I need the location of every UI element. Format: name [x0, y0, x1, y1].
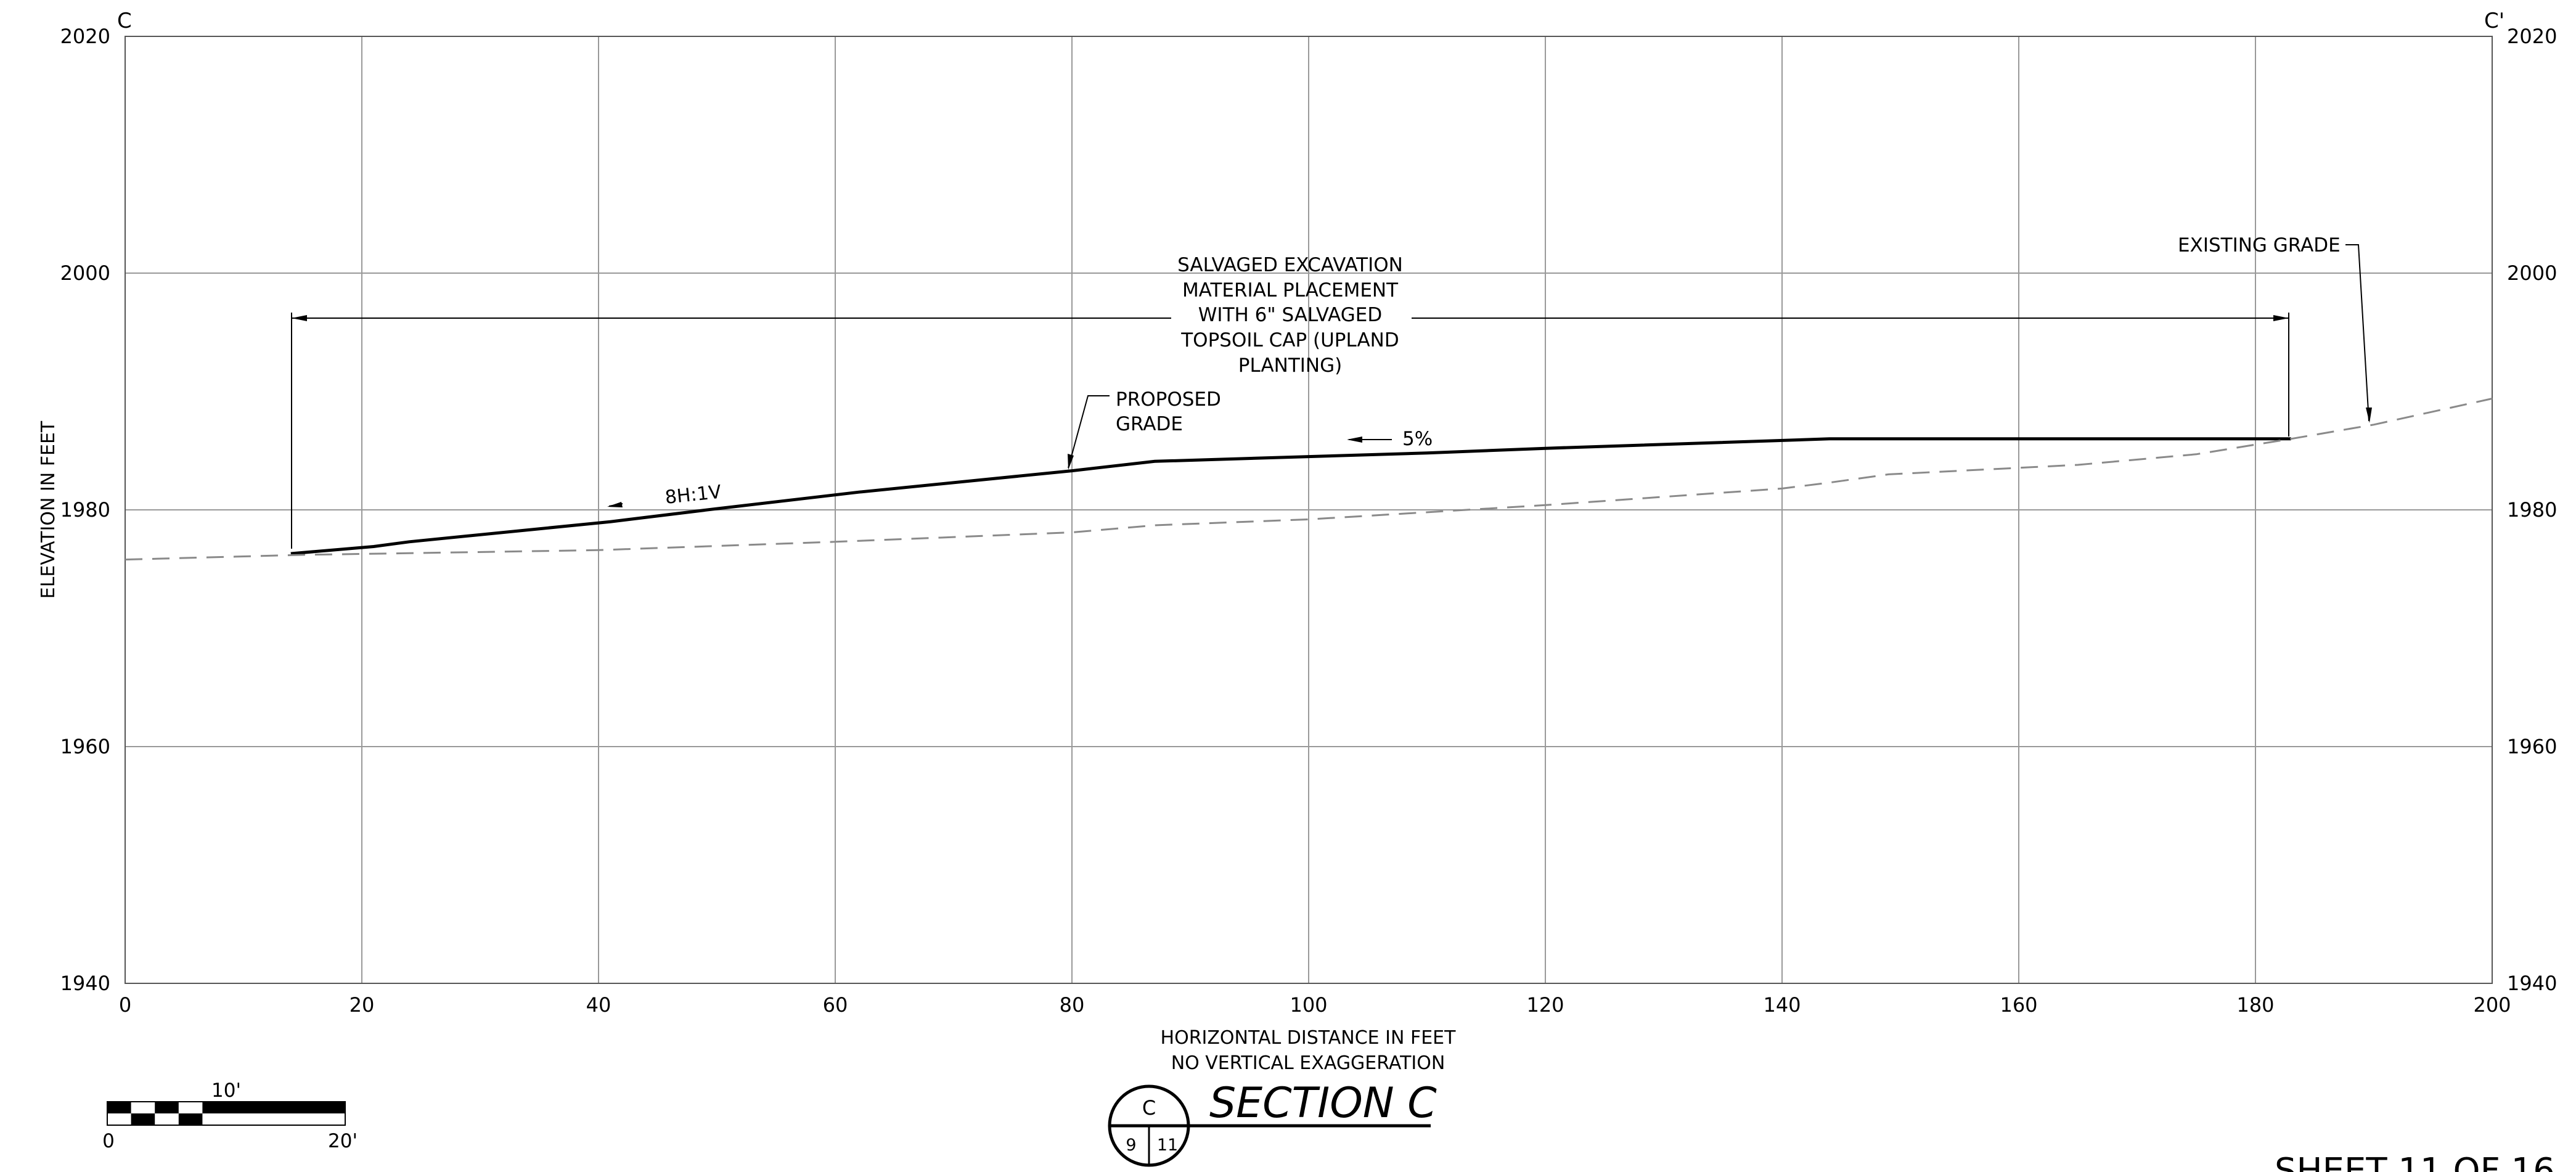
x-axis-note: NO VERTICAL EXAGGERATION	[1171, 1052, 1445, 1074]
section-end-label: C'	[2484, 9, 2504, 33]
y-tick-label-left: 2000	[60, 261, 110, 285]
y-tick-label-left: 1980	[60, 498, 110, 522]
placement-dimension	[291, 313, 2289, 549]
x-tick-label: 200	[2473, 993, 2511, 1017]
existing-grade-line	[125, 398, 2493, 561]
placement-note: SALVAGED EXCAVATION MATERIAL PLACEMENT W…	[1177, 254, 1403, 377]
section-start-label: C	[117, 9, 132, 33]
y-tick-label-right: 2020	[2507, 25, 2557, 48]
x-tick-label: 0	[119, 993, 131, 1017]
y-tick-label-left: 1940	[60, 972, 110, 995]
x-tick-label: 60	[823, 993, 848, 1017]
plot-frame	[125, 36, 2493, 984]
x-tick-label: 80	[1060, 993, 1085, 1017]
svg-text:5%: 5%	[1402, 428, 1433, 450]
y-tick-label-right: 1960	[2507, 735, 2557, 758]
y-tick-label-left: 1960	[60, 735, 110, 758]
side-slope-label: 8H:1V	[607, 482, 722, 509]
proposed-grade-line	[290, 437, 2291, 555]
top-slope-label: 5%	[1347, 428, 1433, 450]
y-tick-label-right: 1940	[2507, 972, 2557, 995]
svg-text:PROPOSED: PROPOSED	[1116, 388, 1221, 411]
x-tick-label: 100	[1290, 993, 1327, 1017]
svg-text:TOPSOIL CAP (UPLAND: TOPSOIL CAP (UPLAND	[1180, 329, 1399, 351]
section-marker: C 9 11 SECTION C	[1108, 1079, 1437, 1167]
scale-bar: 10' 0 20'	[102, 1080, 358, 1152]
section-marker-left-number: 9	[1126, 1136, 1136, 1155]
svg-text:EXISTING GRADE: EXISTING GRADE	[2178, 234, 2341, 256]
svg-text:MATERIAL PLACEMENT: MATERIAL PLACEMENT	[1182, 279, 1399, 301]
y-tick-label-left: 2020	[60, 25, 110, 48]
x-tick-label: 20	[350, 993, 375, 1017]
x-tick-label: 160	[2000, 993, 2037, 1017]
y-axis-title: ELEVATION IN FEET	[38, 420, 59, 599]
scale-mid-label: 10'	[211, 1080, 241, 1102]
proposed-grade-callout: PROPOSED GRADE	[1068, 388, 1221, 470]
y-tick-label-right: 1980	[2507, 498, 2557, 522]
x-tick-label: 120	[1526, 993, 1564, 1017]
x-tick-label: 180	[2236, 993, 2274, 1017]
y-tick-label-right: 2000	[2507, 261, 2557, 285]
grid	[125, 36, 2493, 984]
scale-end-label: 20'	[328, 1130, 358, 1152]
x-tick-label: 40	[586, 993, 611, 1017]
existing-grade-callout: EXISTING GRADE	[2178, 234, 2372, 423]
x-axis-title: HORIZONTAL DISTANCE IN FEET	[1161, 1027, 1457, 1049]
svg-text:8H:1V: 8H:1V	[664, 482, 722, 509]
svg-text:GRADE: GRADE	[1116, 413, 1183, 435]
svg-text:PLANTING): PLANTING)	[1238, 354, 1342, 377]
grade-lines	[125, 398, 2493, 561]
section-marker-letter: C	[1142, 1096, 1156, 1120]
svg-text:WITH 6" SALVAGED: WITH 6" SALVAGED	[1198, 304, 1382, 326]
scale-start-label: 0	[102, 1130, 115, 1152]
section-title: SECTION C	[1209, 1079, 1437, 1128]
section-marker-right-number: 11	[1157, 1136, 1178, 1155]
sheet-label: SHEET 11 OF 16	[2275, 1151, 2555, 1172]
x-tick-label: 140	[1763, 993, 1801, 1017]
svg-text:SALVAGED EXCAVATION: SALVAGED EXCAVATION	[1177, 254, 1403, 276]
